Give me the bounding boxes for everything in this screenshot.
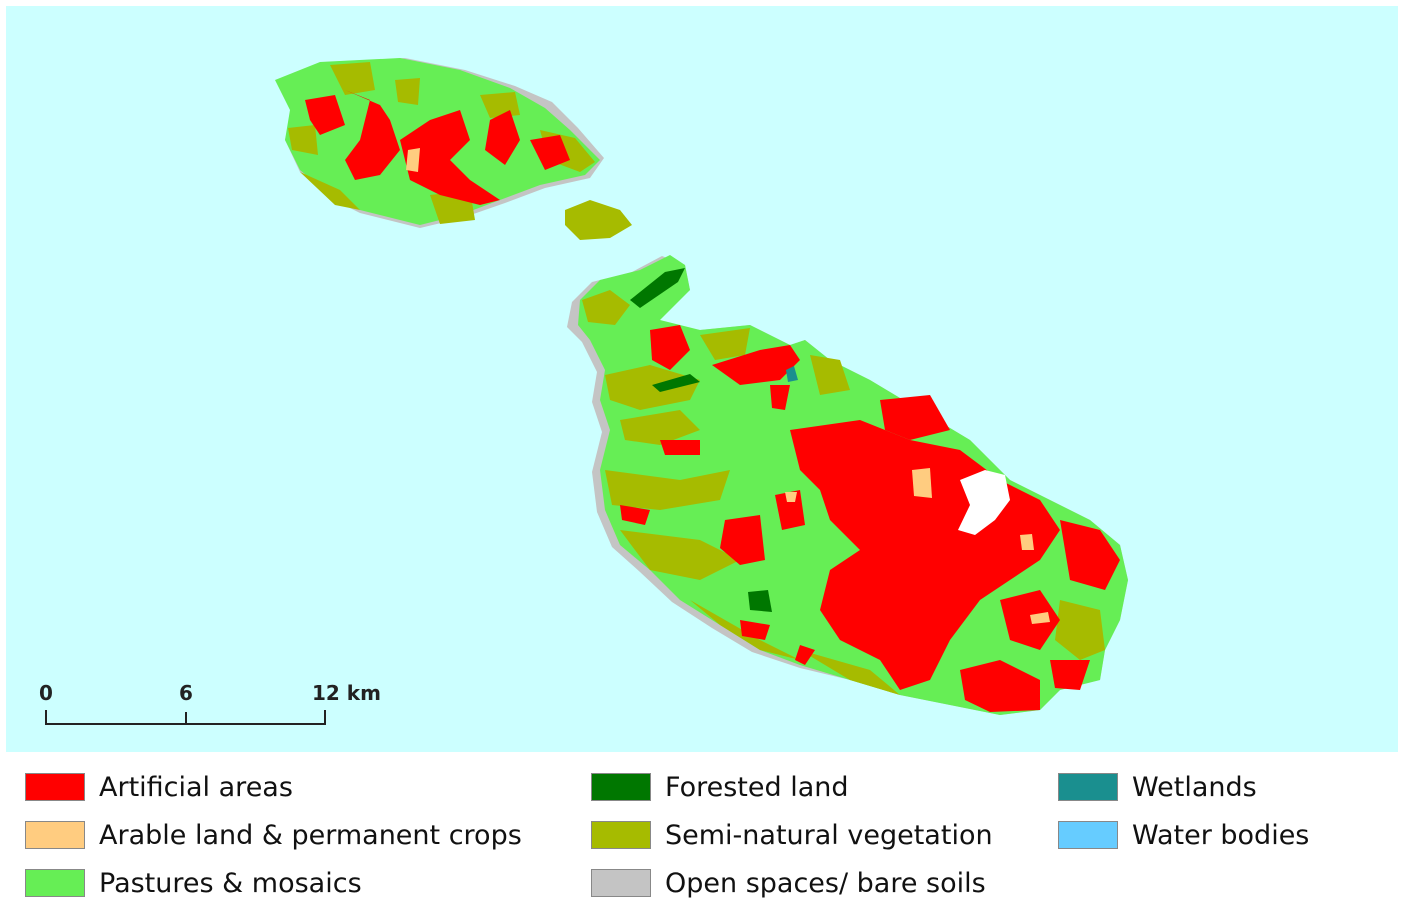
legend-item: Forested land — [591, 771, 849, 803]
legend-label: Artificial areas — [99, 771, 293, 803]
legend-label: Forested land — [665, 771, 849, 803]
map: 0 6 12 km — [6, 6, 1398, 752]
legend-swatch — [591, 821, 651, 849]
legend-swatch — [1058, 773, 1118, 801]
legend-label: Open spaces/ bare soils — [665, 867, 986, 899]
legend-label: Arable land & permanent crops — [99, 819, 522, 851]
legend-label: Semi-natural vegetation — [665, 819, 993, 851]
legend-swatch — [25, 773, 85, 801]
island-comino — [565, 200, 632, 240]
legend-label: Wetlands — [1132, 771, 1257, 803]
wetland-patch — [786, 366, 798, 382]
scale-label: 12 km — [312, 681, 381, 705]
legend-label: Pastures & mosaics — [99, 867, 362, 899]
legend-swatch — [25, 821, 85, 849]
scale-label: 0 — [39, 681, 53, 705]
legend-item: Water bodies — [1058, 819, 1309, 851]
urban-gap — [958, 470, 1010, 535]
legend-label: Water bodies — [1132, 819, 1310, 851]
legend-item: Arable land & permanent crops — [25, 819, 522, 851]
arable-patches — [785, 468, 1050, 624]
legend-item: Artificial areas — [25, 771, 293, 803]
legend-item: Wetlands — [1058, 771, 1257, 803]
legend-swatch — [25, 869, 85, 897]
legend-swatch — [591, 869, 651, 897]
legend-item: Semi-natural vegetation — [591, 819, 993, 851]
legend-swatch — [591, 773, 651, 801]
artificial-patches — [305, 90, 570, 205]
forest-patches — [630, 268, 772, 612]
legend-swatch — [1058, 821, 1118, 849]
legend-item: Open spaces/ bare soils — [591, 867, 986, 899]
scale-bar — [45, 710, 326, 725]
semi-natural-patches — [582, 290, 1105, 695]
legend-item: Pastures & mosaics — [25, 867, 362, 899]
scale-label: 6 — [179, 681, 193, 705]
arable-patch — [406, 148, 420, 172]
